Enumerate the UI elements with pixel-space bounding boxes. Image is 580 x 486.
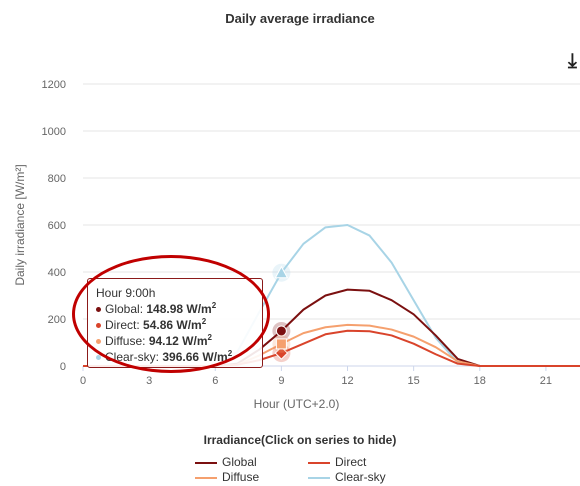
x-tick-label-3: 3 — [146, 375, 152, 387]
y-axis-label: Daily irradiance [W/m²] — [13, 164, 27, 285]
x-tick-label-6: 6 — [212, 375, 218, 387]
y-tick-label-600: 600 — [48, 220, 66, 232]
legend-item-global[interactable]: Global — [195, 455, 257, 469]
hover-marker-direct — [274, 346, 289, 360]
download-icon[interactable]: ⤓ — [568, 50, 577, 72]
legend-label-global: Global — [222, 455, 257, 469]
y-tick-label-0: 0 — [60, 361, 66, 373]
hover-marker-global — [275, 325, 287, 337]
y-tick-label-200: 200 — [48, 314, 66, 326]
highlight-ellipse — [72, 255, 270, 373]
hover-marker-diffuse — [275, 338, 287, 350]
x-tick-label-0: 0 — [80, 375, 86, 387]
x-tick-label-9: 9 — [278, 375, 284, 387]
legend-swatch-clear-sky — [308, 476, 330, 479]
y-tick-label-1000: 1000 — [42, 126, 66, 138]
y-tick-label-800: 800 — [48, 173, 66, 185]
legend-swatch-direct — [308, 461, 330, 464]
legend-item-clear-sky[interactable]: Clear-sky — [308, 470, 386, 484]
legend-item-direct[interactable]: Direct — [308, 455, 366, 469]
legend-label-clear-sky: Clear-sky — [335, 470, 386, 484]
x-tick-label-15: 15 — [408, 375, 420, 387]
hover-marker-clear-sky — [274, 265, 289, 279]
legend-label-diffuse: Diffuse — [222, 470, 260, 484]
chart-title: Daily average irradiance — [225, 11, 375, 26]
x-axis-label: Hour (UTC+2.0) — [254, 397, 340, 411]
y-tick-label-400: 400 — [48, 267, 66, 279]
y-tick-label-1200: 1200 — [42, 79, 66, 91]
x-tick-label-12: 12 — [341, 375, 353, 387]
legend-swatch-diffuse — [195, 476, 217, 479]
legend-title: Irradiance(Click on series to hide) — [203, 433, 397, 447]
x-tick-label-21: 21 — [540, 375, 552, 387]
legend-swatch-global — [195, 461, 217, 464]
legend-label-direct: Direct — [335, 455, 367, 469]
x-tick-label-18: 18 — [474, 375, 486, 387]
legend-item-diffuse[interactable]: Diffuse — [195, 470, 259, 484]
